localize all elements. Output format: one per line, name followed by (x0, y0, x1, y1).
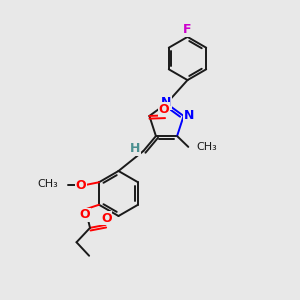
Text: CH₃: CH₃ (38, 179, 58, 189)
Text: O: O (80, 208, 90, 221)
Text: F: F (183, 23, 192, 36)
Text: O: O (101, 212, 112, 225)
Text: N: N (161, 96, 171, 109)
Text: N: N (184, 109, 194, 122)
Text: O: O (76, 179, 86, 192)
Text: O: O (159, 103, 170, 116)
Text: CH₃: CH₃ (197, 142, 218, 152)
Text: H: H (130, 142, 140, 155)
